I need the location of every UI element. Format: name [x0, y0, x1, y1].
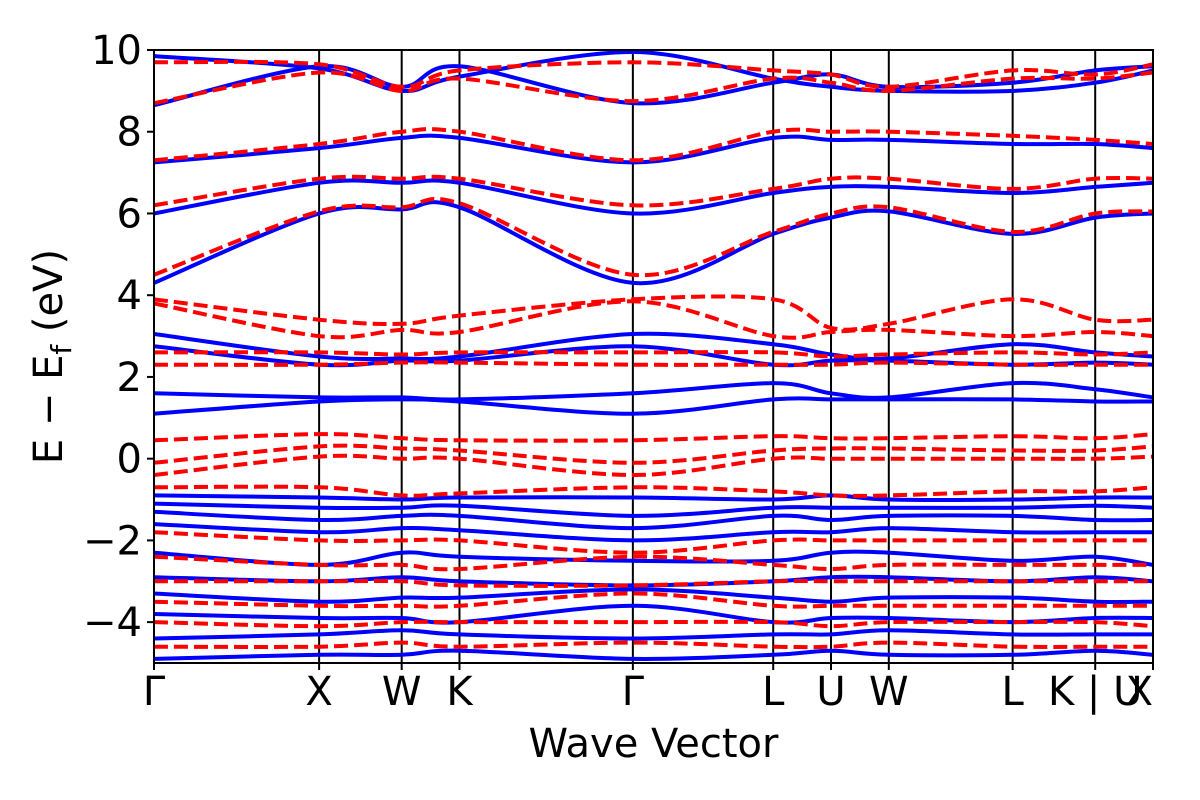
- spin-up-band-line: [154, 331, 1153, 362]
- spin-down-band-line: [154, 554, 1153, 572]
- y-tick-label: −4: [83, 600, 142, 646]
- y-axis-label-subscript: f: [45, 344, 78, 355]
- x-tick-label: Γ: [143, 669, 166, 715]
- spin-down-band-line: [154, 350, 1153, 359]
- y-axis-label-main: E − E: [26, 355, 72, 465]
- spin-up-band-line: [154, 396, 1153, 416]
- spin-down-band-line: [154, 59, 1153, 89]
- x-axis-label: Wave Vector: [529, 721, 780, 767]
- plot-frame: [153, 49, 1154, 664]
- spin-down-band-line: [154, 432, 1153, 443]
- spin-up-band-line: [154, 509, 1153, 531]
- x-tick-label: X: [305, 669, 332, 715]
- spin-down-band-line: [154, 484, 1153, 498]
- x-tick-label: X: [1126, 669, 1153, 715]
- spin-down-band-line: [154, 360, 1153, 367]
- spin-down-band-line: [154, 640, 1153, 650]
- x-tick-label: L: [762, 669, 785, 715]
- spin-up-band-line: [154, 587, 1153, 605]
- x-tick-label: Γ: [622, 669, 645, 715]
- bands-layer: [154, 50, 1153, 661]
- y-tick-label: 10: [91, 28, 142, 74]
- spin-down-band-line: [154, 578, 1153, 588]
- y-axis-label: E − Ef (eV): [26, 249, 78, 464]
- spin-down-band-line: [154, 530, 1153, 555]
- y-tick-label: 2: [117, 355, 142, 401]
- spin-up-band-line: [154, 178, 1153, 216]
- spin-down-band-line: [154, 299, 1153, 340]
- spin-up-band-line: [154, 380, 1153, 402]
- x-tick-label: W: [869, 669, 909, 715]
- spin-up-band-line: [154, 628, 1153, 641]
- spin-up-band-line: [154, 493, 1153, 502]
- y-tick-label: 6: [117, 191, 142, 237]
- y-tick-label: 8: [117, 110, 142, 156]
- x-tick-label: W: [382, 669, 422, 715]
- x-tick-label: U: [816, 669, 845, 715]
- spin-up-band-line: [154, 501, 1153, 518]
- spin-up-band-line: [154, 522, 1153, 543]
- x-tick-label: K | U: [1048, 669, 1142, 715]
- spin-up-band-line: [154, 648, 1153, 661]
- spin-down-band-line: [154, 453, 1153, 478]
- spin-down-bands: [154, 59, 1153, 650]
- spin-down-band-line: [154, 127, 1153, 163]
- x-tick-label: L: [1001, 669, 1024, 715]
- spin-down-band-line: [154, 197, 1153, 278]
- x-tick-label: K: [446, 669, 474, 715]
- y-axis-ticks: −4 −2 0 2 4 6 8 10: [83, 28, 154, 646]
- y-tick-label: 4: [117, 273, 142, 319]
- spin-down-band-line: [154, 294, 1153, 332]
- y-axis-label-unit: (eV): [26, 249, 72, 345]
- y-tick-label: −2: [83, 518, 142, 564]
- spin-down-band-line: [154, 443, 1153, 465]
- spin-down-band-line: [154, 591, 1153, 609]
- spin-down-band-line: [154, 174, 1153, 208]
- spin-down-band-line: [154, 619, 1153, 629]
- y-tick-label: 0: [117, 437, 142, 483]
- spin-up-band-line: [154, 133, 1153, 165]
